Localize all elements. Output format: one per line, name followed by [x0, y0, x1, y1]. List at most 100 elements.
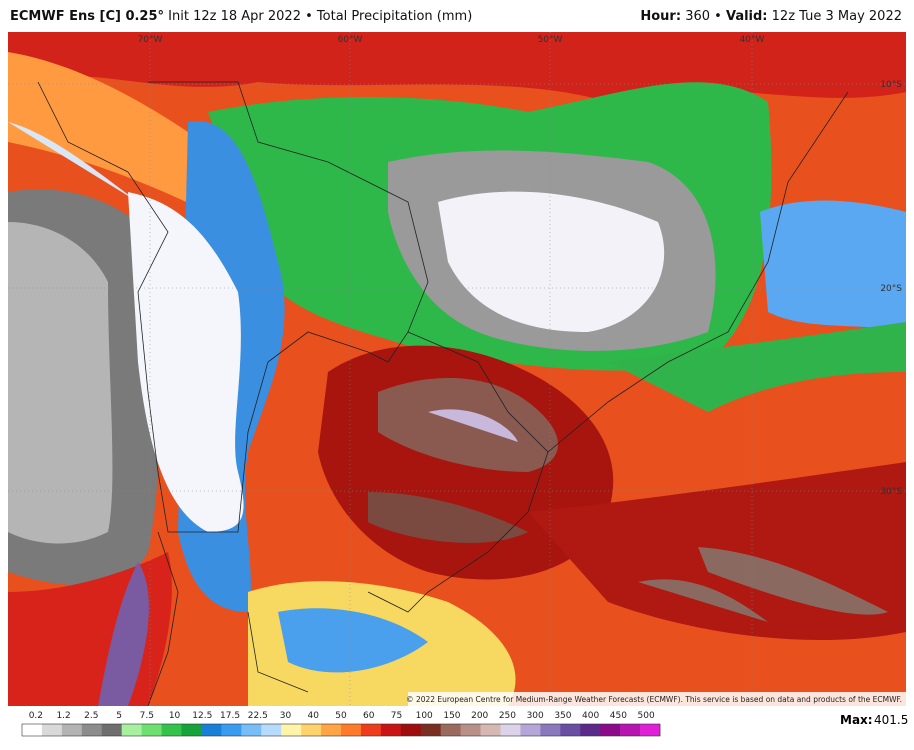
border	[547, 91, 849, 453]
field: Total Precipitation (mm)	[316, 9, 473, 24]
graticule	[8, 32, 906, 706]
color-swatch	[540, 724, 561, 736]
init: Init 12z 18 Apr 2022	[168, 9, 301, 24]
color-swatch	[620, 724, 641, 736]
field-area	[8, 122, 138, 202]
field-area	[368, 492, 528, 543]
longitude-label: 60°W	[338, 35, 363, 45]
color-swatch	[161, 724, 182, 736]
field-area	[760, 200, 906, 332]
colorbar-label: 400	[582, 711, 599, 721]
color-swatch	[281, 724, 302, 736]
colorbar-label: 100	[416, 711, 433, 721]
color-swatch	[101, 724, 122, 736]
field-area	[128, 192, 244, 532]
color-swatch	[121, 724, 142, 736]
colorbar-label: 60	[363, 711, 375, 721]
latitude-label: 20°S	[880, 284, 902, 294]
header: ECMWF Ens [C] 0.25° Init 12z 18 Apr 2022…	[0, 0, 914, 32]
colorbar-label: 1.2	[56, 711, 70, 721]
field-area	[638, 579, 768, 622]
colorbar-frame	[21, 723, 661, 737]
colorbar-label: 300	[527, 711, 544, 721]
colorbar-label: 22.5	[248, 711, 268, 721]
latitude-label: 30°S	[880, 487, 902, 497]
colorbar-label: 0.2	[29, 711, 43, 721]
field-area	[8, 222, 113, 544]
colorbar-label: 30	[280, 711, 292, 721]
colorbar-label: 500	[638, 711, 655, 721]
color-swatch	[81, 724, 103, 736]
field-area	[608, 322, 906, 412]
color-swatch	[600, 724, 621, 736]
color-swatch	[141, 724, 162, 736]
model: ECMWF Ens [C] 0.25°	[10, 9, 165, 24]
colorbar-label: 17.5	[220, 711, 240, 721]
separator: •	[714, 9, 722, 24]
hour: 360	[685, 9, 711, 24]
latitude-label: 10°S	[880, 80, 902, 90]
color-swatch	[520, 724, 541, 736]
colorbar-label: 350	[554, 711, 571, 721]
longitude-label: 50°W	[538, 35, 563, 45]
colorbar-label: 450	[610, 711, 627, 721]
header-left: ECMWF Ens [C] 0.25° Init 12z 18 Apr 2022…	[10, 9, 472, 24]
field-area	[438, 191, 665, 332]
color-swatch	[22, 724, 43, 736]
field-area	[698, 547, 888, 615]
separator: •	[305, 9, 313, 24]
color-swatch	[341, 724, 362, 736]
credit-box	[408, 692, 906, 706]
color-swatch	[201, 724, 222, 736]
credit: © 2022 European Centre for Medium-Range …	[406, 695, 902, 704]
max-label: Max:	[840, 713, 873, 727]
field-area	[278, 608, 428, 673]
color-swatch	[380, 724, 402, 736]
colorbar-label: 150	[443, 711, 460, 721]
color-swatch	[640, 724, 661, 736]
colorbar-label: 250	[499, 711, 516, 721]
max-value: 401.5	[874, 713, 908, 727]
valid: 12z Tue 3 May 2022	[771, 9, 902, 24]
colorbar-label: 50	[335, 711, 347, 721]
border	[147, 531, 309, 706]
color-swatch	[500, 724, 521, 736]
field-area	[428, 409, 518, 442]
colorbar-label: 7.5	[140, 711, 154, 721]
header-right: Hour: 360 • Valid: 12z Tue 3 May 2022	[640, 9, 902, 24]
borders	[37, 81, 849, 706]
map: 70°W 60°W 50°W 40°W 10°S 20°S 30°S © 202…	[8, 32, 906, 706]
field-area	[98, 562, 149, 706]
color-swatch	[480, 724, 501, 736]
color-swatch	[301, 724, 322, 736]
valid-label: Valid:	[725, 9, 768, 24]
colorbar-label: 10	[169, 711, 181, 721]
longitude-label: 70°W	[138, 35, 163, 45]
colorbar-label: 5	[116, 711, 122, 721]
color-swatch	[261, 724, 282, 736]
colorbar-label: 200	[471, 711, 488, 721]
color-swatch	[221, 724, 242, 736]
colorbar-label: 12.5	[192, 711, 212, 721]
color-swatch	[460, 724, 481, 736]
color-swatch	[241, 724, 262, 736]
color-swatch	[61, 724, 83, 736]
color-swatch	[360, 724, 382, 736]
color-swatch	[580, 724, 601, 736]
hour-label: Hour:	[640, 9, 682, 24]
colorbar: Max: 401.5 0.2 1.2 2.5 5 7.5 10 12.5 17.5 22.5 30…	[21, 711, 908, 737]
color-swatch	[420, 724, 441, 736]
border	[367, 331, 549, 613]
color-swatch	[440, 724, 461, 736]
color-swatch	[321, 724, 342, 736]
colorbar-label: 40	[308, 711, 320, 721]
colorbar-label: 2.5	[84, 711, 98, 721]
border	[37, 81, 429, 533]
color-swatch	[400, 724, 422, 736]
color-swatch	[181, 724, 202, 736]
color-swatch	[560, 724, 581, 736]
color-swatch	[41, 724, 63, 736]
longitude-label: 40°W	[740, 35, 765, 45]
colorbar-label: 75	[391, 711, 402, 721]
